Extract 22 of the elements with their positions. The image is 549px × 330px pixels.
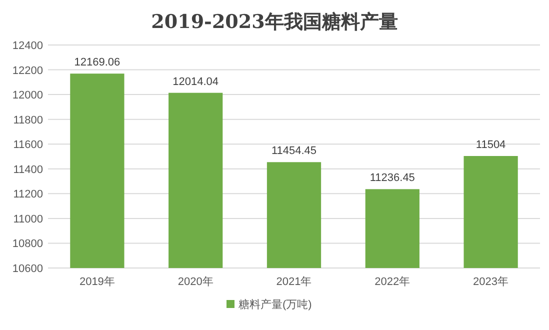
- data-label: 11504: [476, 139, 506, 152]
- x-tick-label: 2021年: [276, 276, 312, 288]
- data-label: 11236.45: [370, 172, 415, 184]
- y-tick-label: 12400: [12, 40, 43, 52]
- y-tick-label: 10800: [12, 238, 43, 250]
- y-tick-label: 11800: [13, 114, 43, 126]
- y-tick-label: 11400: [13, 164, 43, 176]
- data-label: 12169.06: [74, 56, 120, 69]
- x-tick-label: 2023年: [473, 276, 509, 288]
- y-tick-label: 11600: [13, 139, 43, 152]
- y-tick-label: 11000: [13, 213, 43, 226]
- legend-label: 糖料产量(万吨): [238, 298, 312, 311]
- data-label: 12014.04: [172, 76, 219, 88]
- y-tick-label: 11200: [13, 188, 43, 201]
- chart-title: 2019-2023年我国糖料产量: [151, 11, 398, 33]
- x-tick-label: 2022年: [374, 276, 410, 288]
- y-tick-label: 10600: [12, 263, 43, 275]
- x-tick-label: 2020年: [178, 276, 214, 288]
- y-tick-label: 12200: [12, 64, 43, 77]
- data-label: 11454.45: [271, 145, 317, 158]
- x-tick-label: 2019年: [79, 276, 115, 288]
- y-tick-label: 12000: [12, 90, 43, 102]
